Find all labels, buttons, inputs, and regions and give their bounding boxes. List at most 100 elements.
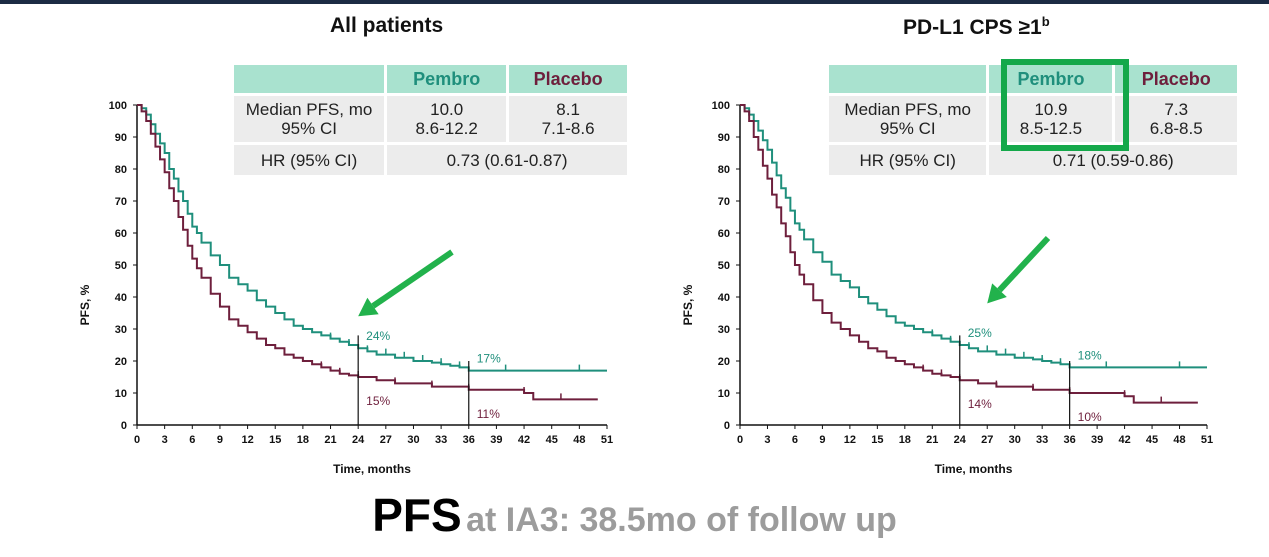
landmark-label-pembro-24: 25% xyxy=(968,326,992,340)
y-tick-label: 0 xyxy=(724,420,730,432)
x-tick-label: 33 xyxy=(1036,434,1048,446)
x-tick-label: 21 xyxy=(324,434,336,446)
cell-pembro-median: 10.0 8.6-12.2 xyxy=(387,96,507,142)
series-line-pembro xyxy=(137,104,607,372)
x-tick-label: 51 xyxy=(601,434,613,446)
x-tick-label: 12 xyxy=(844,434,856,446)
chart-title: All patients xyxy=(330,14,444,37)
x-tick-label: 45 xyxy=(546,434,558,446)
table-corner xyxy=(829,65,987,93)
x-tick-label: 18 xyxy=(899,434,911,446)
x-tick-label: 15 xyxy=(871,434,883,446)
row-label-median-pfs: Median PFS, mo 95% CI xyxy=(234,96,385,142)
x-tick-label: 27 xyxy=(981,434,993,446)
km-plot-pdl1-cps1: 0 3 6 9 12 15 18 21 24 27 30 33 36 39 42 45 48 5101020304… xyxy=(681,100,1213,476)
y-tick-label: 20 xyxy=(718,356,730,368)
y-tick-label: 70 xyxy=(115,196,127,208)
landmark-label-placebo-36: 11% xyxy=(477,407,500,421)
arrow-shaft xyxy=(997,235,1051,293)
row-label-hr: HR (95% CI) xyxy=(829,145,987,175)
x-tick-label: 30 xyxy=(407,434,419,446)
x-tick-label: 24 xyxy=(954,434,967,446)
x-tick-label: 39 xyxy=(1091,434,1103,446)
y-tick-label: 60 xyxy=(718,228,730,240)
cell-placebo-median: 8.1 7.1-8.6 xyxy=(509,96,627,142)
x-tick-label: 42 xyxy=(518,434,530,446)
y-tick-label: 30 xyxy=(115,324,127,336)
arrow-shaft xyxy=(371,249,454,309)
x-tick-label: 9 xyxy=(819,434,825,446)
cell-pembro-median: 10.9 8.5-12.5 xyxy=(989,96,1113,142)
cell-placebo-median: 7.3 6.8-8.5 xyxy=(1115,96,1237,142)
header-placebo: Placebo xyxy=(509,65,627,93)
landmark-label-placebo-24: 14% xyxy=(968,397,992,411)
x-tick-label: 9 xyxy=(217,434,223,446)
y-tick-label: 20 xyxy=(115,356,127,368)
row-label-hr: HR (95% CI) xyxy=(234,145,385,175)
landmark-label-pembro-24: 24% xyxy=(366,329,390,343)
x-tick-label: 48 xyxy=(1173,434,1185,446)
arrow-head xyxy=(987,283,1007,304)
y-tick-label: 90 xyxy=(115,132,127,144)
y-tick-label: 10 xyxy=(115,388,127,400)
x-tick-label: 0 xyxy=(737,434,743,446)
x-axis-label: Time, months xyxy=(333,462,411,476)
y-tick-label: 90 xyxy=(718,132,730,144)
series-line-pembro xyxy=(740,104,1207,369)
chart-title: PD-L1 CPS ≥1b xyxy=(903,14,1050,39)
x-tick-label: 3 xyxy=(162,434,168,446)
y-tick-label: 10 xyxy=(718,388,730,400)
y-tick-label: 30 xyxy=(718,324,730,336)
landmark-label-placebo-36: 10% xyxy=(1078,410,1102,424)
footer-emphasis: PFS xyxy=(372,489,462,541)
x-tick-label: 6 xyxy=(189,434,195,446)
y-tick-label: 80 xyxy=(718,164,730,176)
x-tick-label: 30 xyxy=(1009,434,1021,446)
y-tick-label: 40 xyxy=(115,292,127,304)
y-tick-label: 80 xyxy=(115,164,127,176)
x-tick-label: 12 xyxy=(241,434,253,446)
chart-panel-all-patients: 0 3 6 9 12 15 18 21 24 27 30 33 36 39 42 45 48 51 0 10 20 30 4… xyxy=(0,4,630,480)
row-label-median-pfs: Median PFS, mo 95% CI xyxy=(829,96,987,142)
arrow-head xyxy=(358,297,379,317)
x-tick-label: 36 xyxy=(463,434,475,446)
x-tick-label: 6 xyxy=(792,434,798,446)
y-tick-label: 0 xyxy=(121,420,127,432)
top-bar xyxy=(0,0,1269,4)
header-placebo: Placebo xyxy=(1115,65,1237,93)
x-tick-label: 48 xyxy=(573,434,585,446)
y-tick-label: 60 xyxy=(115,228,127,240)
title-superscript: b xyxy=(1041,14,1050,29)
x-tick-label: 15 xyxy=(269,434,281,446)
landmark-label-pembro-36: 18% xyxy=(1078,348,1102,362)
table-corner xyxy=(234,65,385,93)
x-tick-label: 39 xyxy=(490,434,502,446)
summary-table: Pembro Placebo Median PFS, mo 95% CI 10.9… xyxy=(826,62,1240,178)
y-axis-label: PFS, % xyxy=(78,284,92,325)
y-tick-label: 50 xyxy=(115,260,127,272)
km-plot-all-patients: 0 3 6 9 12 15 18 21 24 27 30 33 36 39 42 45 48 5101020304… xyxy=(78,100,613,476)
footer-text: at IA3: 38.5mo of follow up xyxy=(466,501,897,539)
y-tick-label: 70 xyxy=(718,196,730,208)
x-tick-label: 51 xyxy=(1201,434,1213,446)
summary-table: Pembro Placebo Median PFS, mo 95% CI 10.0… xyxy=(231,62,630,178)
x-tick-label: 27 xyxy=(380,434,392,446)
header-pembro: Pembro xyxy=(387,65,507,93)
cell-hr-value: 0.73 (0.61-0.87) xyxy=(387,145,627,175)
x-tick-label: 0 xyxy=(134,434,140,446)
x-tick-label: 24 xyxy=(352,434,365,446)
x-tick-label: 36 xyxy=(1064,434,1076,446)
y-tick-label: 50 xyxy=(718,260,730,272)
x-axis-label: Time, months xyxy=(935,462,1013,476)
y-tick-label: 100 xyxy=(109,100,127,112)
landmark-label-pembro-36: 17% xyxy=(477,352,501,366)
y-axis-label: PFS, % xyxy=(681,284,695,325)
x-tick-label: 42 xyxy=(1118,434,1130,446)
chart-panel-pdl1-cps1: 0 3 6 9 12 15 18 21 24 27 30 33 36 39 42 45 48 51 0 10 20 30 4… xyxy=(610,4,1240,480)
y-tick-label: 100 xyxy=(712,100,730,112)
x-tick-label: 45 xyxy=(1146,434,1158,446)
x-tick-label: 33 xyxy=(435,434,447,446)
x-tick-label: 21 xyxy=(926,434,938,446)
y-tick-label: 40 xyxy=(718,292,730,304)
header-pembro: Pembro xyxy=(989,65,1113,93)
